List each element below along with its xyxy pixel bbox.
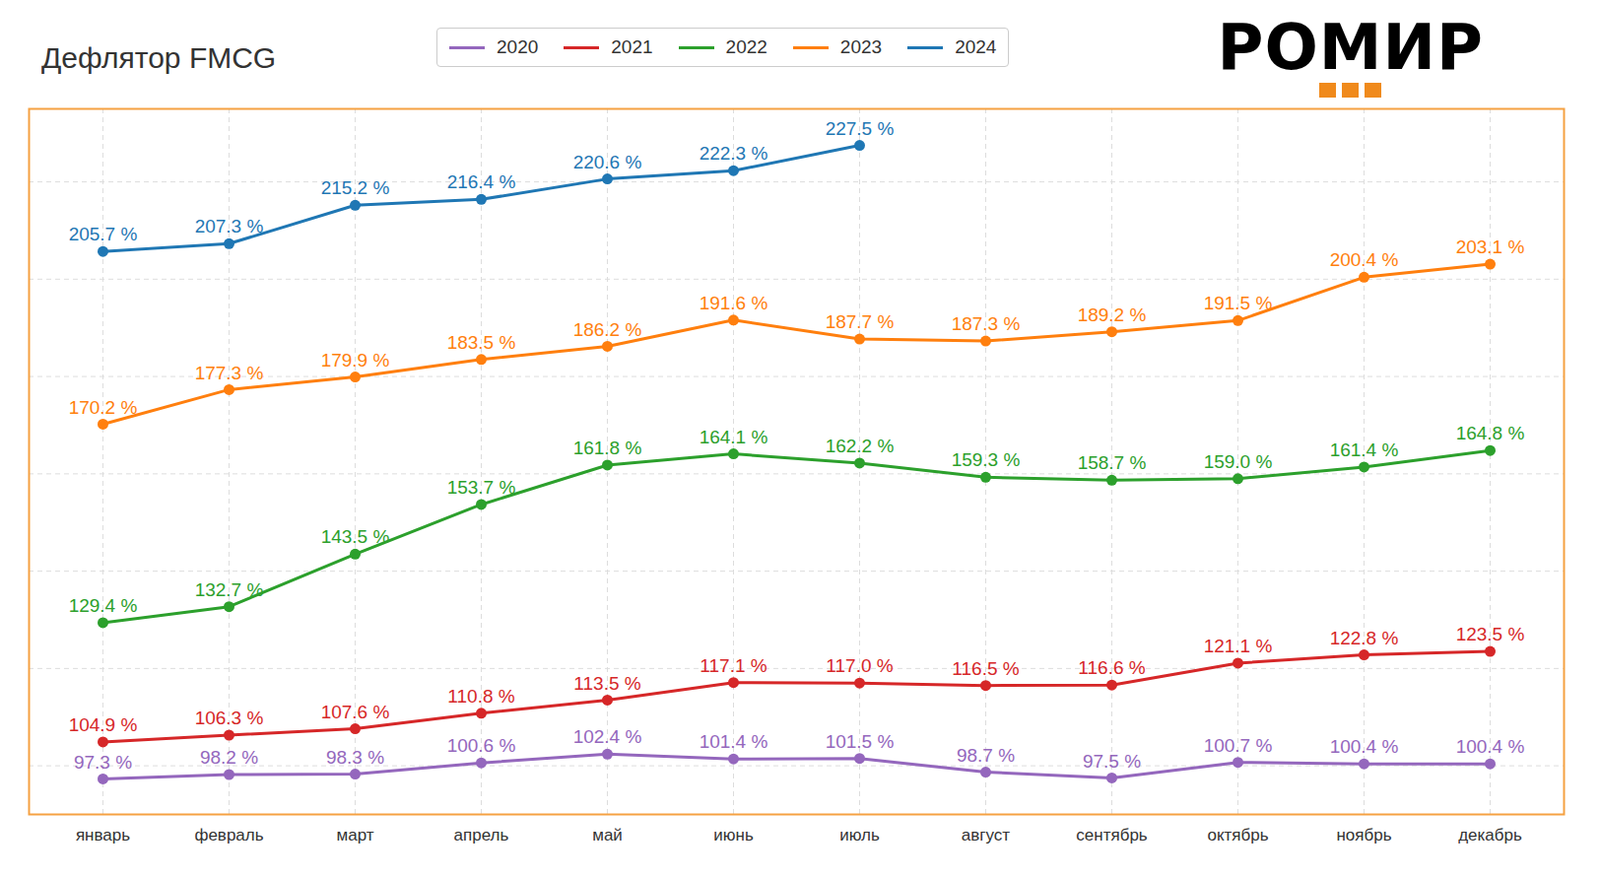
svg-text:январь: январь (75, 825, 131, 845)
svg-text:101.4 %: 101.4 % (699, 731, 769, 752)
svg-text:187.3 %: 187.3 % (951, 313, 1021, 334)
svg-text:183.5 %: 183.5 % (447, 332, 517, 353)
svg-text:97.5 %: 97.5 % (1082, 750, 1141, 772)
svg-text:100.7 %: 100.7 % (1203, 734, 1273, 756)
svg-text:123.5 %: 123.5 % (1456, 623, 1526, 645)
svg-text:161.8 %: 161.8 % (573, 437, 643, 459)
svg-text:ноябрь: ноябрь (1335, 825, 1392, 845)
svg-text:100.4 %: 100.4 % (1456, 735, 1526, 757)
svg-text:227.5 %: 227.5 % (825, 118, 895, 139)
svg-text:203.1 %: 203.1 % (1456, 236, 1526, 258)
svg-text:179.9 %: 179.9 % (321, 349, 391, 371)
html-text:2022: 2022 (725, 36, 768, 58)
svg-text:132.7 %: 132.7 % (195, 579, 265, 600)
svg-text:декабрь: декабрь (1458, 825, 1523, 845)
svg-text:98.2 %: 98.2 % (200, 746, 259, 768)
svg-text:189.2 %: 189.2 % (1077, 304, 1147, 326)
svg-text:июнь: июнь (713, 825, 754, 845)
svg-text:129.4 %: 129.4 % (68, 595, 138, 616)
html-text:2023: 2023 (840, 36, 882, 58)
svg-text:100.6 %: 100.6 % (447, 734, 517, 756)
svg-text:107.6 %: 107.6 % (321, 701, 391, 723)
html-text:2020: 2020 (496, 36, 539, 58)
svg-text:июль: июль (839, 825, 880, 845)
svg-text:98.3 %: 98.3 % (326, 746, 385, 768)
svg-text:164.8 %: 164.8 % (1456, 422, 1526, 444)
svg-text:191.5 %: 191.5 % (1203, 292, 1273, 314)
svg-text:116.6 %: 116.6 % (1077, 657, 1145, 678)
svg-text:216.4 %: 216.4 % (447, 171, 517, 193)
svg-text:205.7 %: 205.7 % (68, 223, 138, 245)
svg-text:153.7 %: 153.7 % (447, 476, 517, 498)
svg-text:158.7 %: 158.7 % (1077, 452, 1147, 473)
svg-text:104.9 %: 104.9 % (68, 714, 138, 735)
svg-text:116.5 %: 116.5 % (951, 658, 1019, 679)
svg-text:110.8 %: 110.8 % (447, 685, 515, 707)
html-text:2021: 2021 (611, 36, 653, 58)
svg-text:октябрь: октябрь (1206, 825, 1268, 845)
svg-text:177.3 %: 177.3 % (195, 361, 265, 383)
svg-text:207.3 %: 207.3 % (195, 215, 265, 237)
svg-text:187.7 %: 187.7 % (825, 311, 895, 333)
svg-text:200.4 %: 200.4 % (1330, 249, 1400, 270)
svg-text:106.3 %: 106.3 % (195, 707, 265, 729)
svg-text:117.0 %: 117.0 % (825, 655, 893, 676)
svg-text:117.1 %: 117.1 % (699, 655, 767, 676)
svg-text:186.2 %: 186.2 % (573, 319, 643, 340)
svg-text:102.4 %: 102.4 % (573, 726, 643, 747)
svg-text:162.2 %: 162.2 % (825, 435, 895, 457)
html-text:РОМИР: РОМИР (1217, 10, 1484, 84)
svg-text:222.3 %: 222.3 % (699, 142, 769, 164)
svg-text:215.2 %: 215.2 % (321, 177, 391, 199)
svg-text:220.6 %: 220.6 % (573, 151, 643, 173)
svg-text:191.6 %: 191.6 % (699, 292, 769, 314)
svg-text:97.3 %: 97.3 % (73, 751, 133, 773)
svg-text:101.5 %: 101.5 % (825, 731, 895, 752)
svg-text:122.8 %: 122.8 % (1330, 627, 1400, 649)
svg-text:159.3 %: 159.3 % (951, 449, 1021, 470)
svg-text:164.1 %: 164.1 % (699, 426, 769, 448)
svg-text:март: март (335, 825, 374, 845)
svg-text:май: май (592, 825, 623, 845)
html-text:Дефлятор FMCG: Дефлятор FMCG (41, 41, 277, 74)
svg-text:февраль: февраль (194, 825, 264, 845)
svg-text:100.4 %: 100.4 % (1330, 735, 1400, 757)
svg-text:август: август (961, 825, 1010, 845)
svg-text:161.4 %: 161.4 % (1330, 439, 1400, 461)
svg-text:143.5 %: 143.5 % (321, 526, 391, 547)
svg-text:сентябрь: сентябрь (1075, 825, 1148, 845)
svg-text:159.0 %: 159.0 % (1203, 451, 1273, 472)
svg-text:апрель: апрель (454, 825, 510, 845)
svg-text:113.5 %: 113.5 % (573, 672, 641, 694)
svg-text:121.1 %: 121.1 % (1203, 635, 1273, 657)
svg-text:170.2 %: 170.2 % (68, 397, 138, 418)
html-text:2024: 2024 (954, 36, 997, 58)
svg-text:98.7 %: 98.7 % (956, 744, 1015, 766)
